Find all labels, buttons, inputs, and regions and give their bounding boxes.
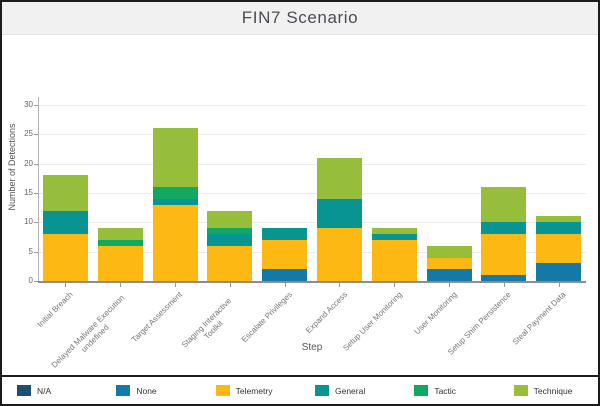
x-axis-title: Step <box>301 342 323 353</box>
bar-5-technique-segment[interactable] <box>316 157 362 199</box>
legend-label-telemetry: Telemetry <box>235 385 273 396</box>
bar-8-none-segment[interactable] <box>481 275 527 281</box>
y-tick-label-10: 10 <box>24 217 33 227</box>
x-tick-1 <box>120 283 122 287</box>
bar-4-telemetry-segment[interactable] <box>262 239 308 270</box>
gridline-20 <box>39 163 586 165</box>
x-tick-7 <box>449 283 450 287</box>
x-tick-8 <box>503 283 505 287</box>
y-tick-15 <box>34 192 38 194</box>
chart-title: FIN7 Scenario <box>2 2 598 35</box>
legend-swatch-tactic <box>414 385 429 396</box>
y-tick-label-20: 20 <box>24 158 33 168</box>
bar-2-telemetry-segment[interactable] <box>152 204 198 281</box>
bar-4-general-segment[interactable] <box>262 228 308 240</box>
legend-label-tactic: Tactic <box>434 385 457 396</box>
bar-0-telemetry-segment[interactable] <box>42 234 88 281</box>
x-tick-2 <box>175 283 176 287</box>
bar-6-telemetry-segment[interactable] <box>371 239 417 281</box>
y-tick-0 <box>34 281 38 282</box>
legend-swatch-general <box>314 385 329 396</box>
bar-3-tactic-segment[interactable] <box>207 228 253 235</box>
x-tick-9 <box>558 283 560 287</box>
y-axis-title: Number of Detections <box>7 123 17 211</box>
gridline-10 <box>39 222 586 224</box>
bar-9-general-segment[interactable] <box>536 222 582 235</box>
x-tick-4 <box>284 283 286 287</box>
legend-swatch-none <box>116 385 131 396</box>
y-tick-20 <box>34 163 38 165</box>
gridline-30 <box>39 104 586 106</box>
bar-8-telemetry-segment[interactable] <box>481 234 527 276</box>
x-tick-3 <box>229 283 231 287</box>
y-tick-label-0: 0 <box>28 276 33 285</box>
bar-4-none-segment[interactable] <box>262 269 308 281</box>
bar-1-technique-segment[interactable] <box>97 228 143 240</box>
y-tick-25 <box>34 134 38 136</box>
legend-label-technique: Technique <box>533 385 573 396</box>
bar-2-technique-segment[interactable] <box>152 128 198 188</box>
bar-9-telemetry-segment[interactable] <box>536 234 582 264</box>
y-tick-10 <box>34 222 38 224</box>
bar-0-general-segment[interactable] <box>42 210 88 235</box>
legend-label-general: General <box>334 385 366 396</box>
legend-swatch-telemetry <box>215 385 230 396</box>
bar-9-none-segment[interactable] <box>536 263 582 281</box>
y-tick-label-25: 25 <box>24 129 33 139</box>
legend-swatch-technique <box>513 385 528 396</box>
x-tick-6 <box>394 283 396 287</box>
legend-item-telemetry[interactable]: Telemetry <box>201 385 300 396</box>
bar-8-general-segment[interactable] <box>481 222 527 235</box>
legend-label-none: None <box>136 385 157 396</box>
x-tick-label-expand-access: Expand Access <box>303 290 349 336</box>
legend-item-technique[interactable]: Technique <box>499 385 598 396</box>
gridline-25 <box>39 134 586 136</box>
bar-6-technique-segment[interactable] <box>371 228 417 235</box>
bar-8-technique-segment[interactable] <box>481 187 527 223</box>
plot-area: 0 5 10 15 20 25 30 Initial Breach Delayed Malwar… <box>2 35 598 375</box>
bar-7-technique-segment[interactable] <box>426 245 472 258</box>
x-axis-line <box>38 281 586 283</box>
x-tick-label-user-monitoring: User Monitoring <box>412 290 459 337</box>
y-tick-5 <box>34 251 38 253</box>
x-tick-5 <box>339 283 341 287</box>
x-tick-label-escalate-privileges: Escalate Privileges <box>239 290 294 345</box>
bar-7-none-segment[interactable] <box>426 269 472 281</box>
bar-3-technique-segment[interactable] <box>207 210 253 229</box>
bar-5-telemetry-segment[interactable] <box>316 228 362 281</box>
y-tick-label-15: 15 <box>24 187 33 197</box>
x-tick-label-steal-payment-data: Steal Payment Data <box>511 290 568 347</box>
y-tick-label-5: 5 <box>28 246 33 256</box>
x-tick-label-target-assessment: Target Assessment <box>130 290 185 345</box>
bar-0-technique-segment[interactable] <box>42 175 88 211</box>
legend-swatch-n-a <box>17 385 31 396</box>
bar-5-general-segment[interactable] <box>316 198 362 229</box>
x-tick-label-initial-breach: Initial Breach <box>35 290 75 330</box>
legend-item-none[interactable]: None <box>101 385 200 396</box>
bar-2-tactic-segment[interactable] <box>152 187 198 199</box>
legend-item-tactic[interactable]: Tactic <box>399 385 498 396</box>
bar-7-telemetry-segment[interactable] <box>426 257 472 270</box>
legend-item-n-a[interactable]: N/A <box>2 385 101 396</box>
bar-1-telemetry-segment[interactable] <box>97 245 143 281</box>
bar-2-general-segment[interactable] <box>152 198 198 205</box>
bar-9-technique-segment[interactable] <box>536 216 582 223</box>
legend-label-n-a: N/A <box>37 385 52 396</box>
bar-3-telemetry-segment[interactable] <box>207 245 253 281</box>
y-tick-30 <box>34 104 38 106</box>
gridline-5 <box>39 251 586 253</box>
bar-6-general-segment[interactable] <box>371 234 417 240</box>
legend: N/A None Telemetry General Tactic Technique <box>2 375 598 404</box>
bar-1-tactic-segment[interactable] <box>97 239 143 246</box>
legend-item-general[interactable]: General <box>300 385 399 396</box>
y-axis-line <box>38 97 39 281</box>
gridline-15 <box>39 192 586 194</box>
y-tick-label-30: 30 <box>24 99 33 109</box>
x-tick-0 <box>65 283 67 287</box>
bar-3-general-segment[interactable] <box>207 234 253 246</box>
